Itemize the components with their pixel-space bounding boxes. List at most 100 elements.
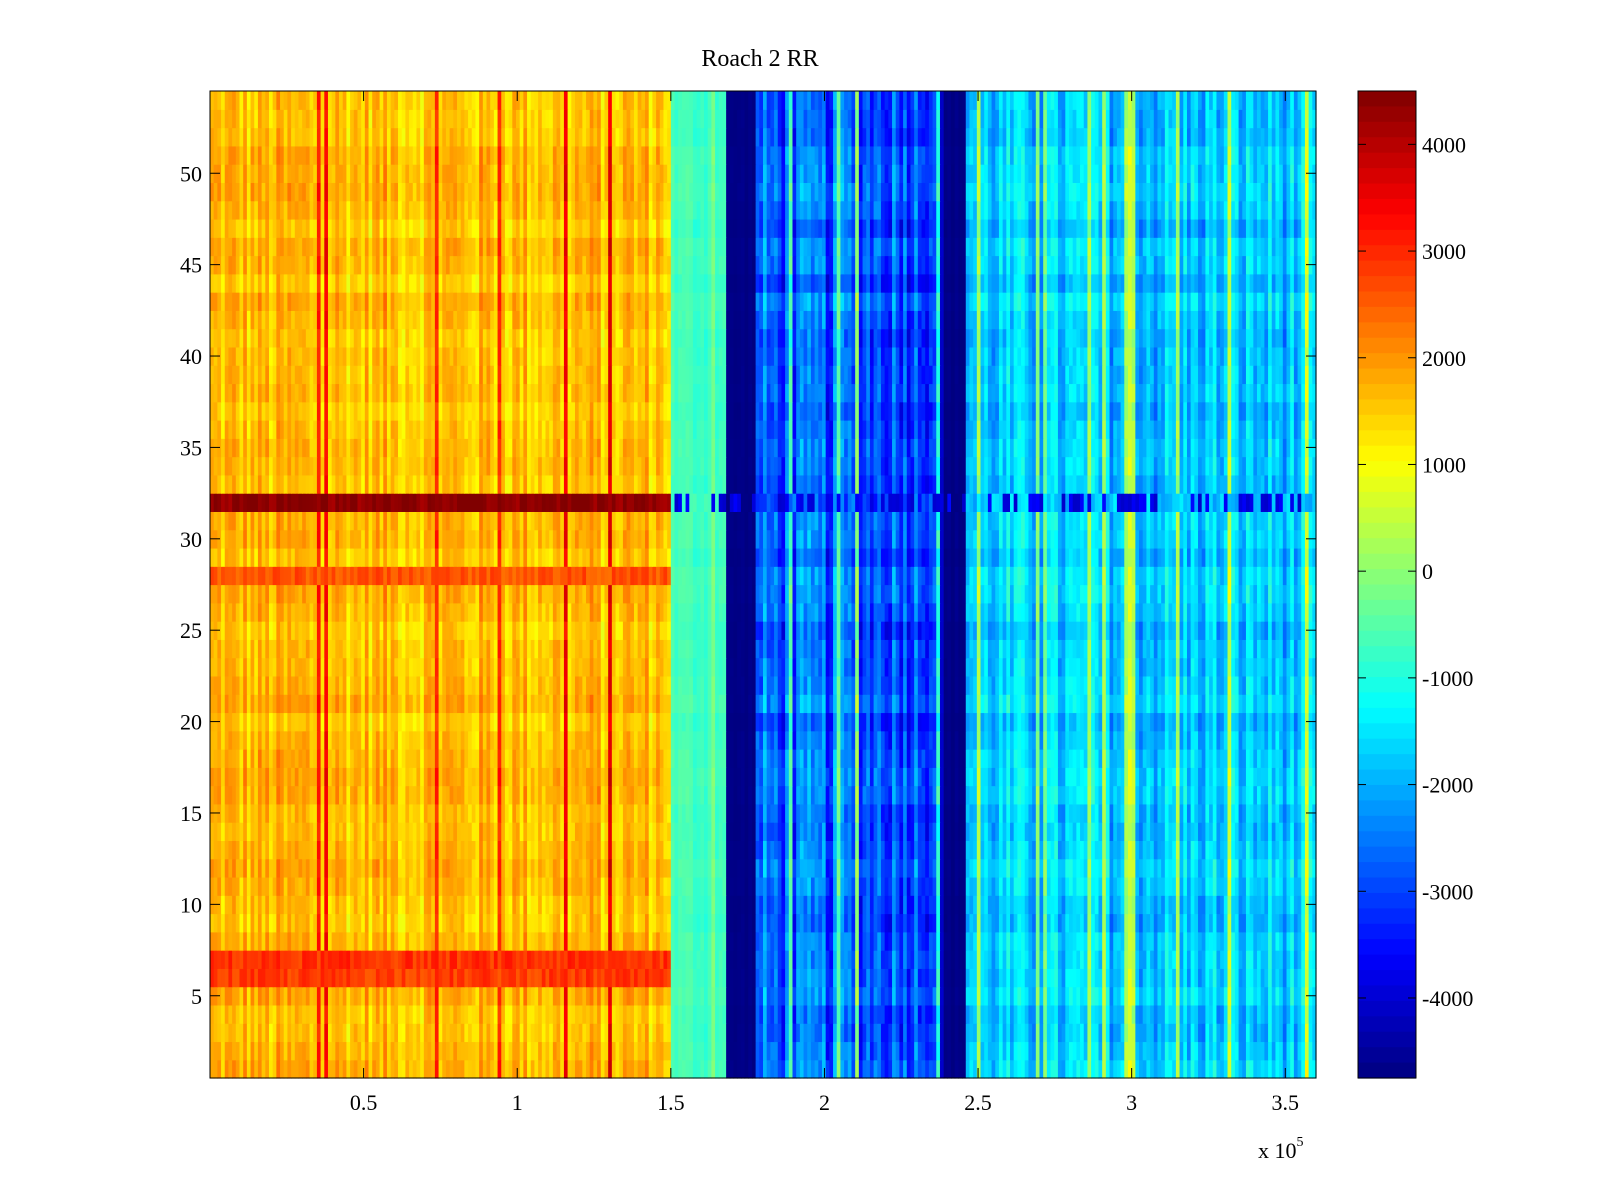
heatmap-cell [257,767,263,787]
heatmap-cell [1028,785,1033,805]
heatmap-cell [305,876,311,896]
heatmap-cell [630,1041,635,1061]
heatmap-cell [257,1059,263,1079]
heatmap-cell [807,968,812,988]
heatmap-cell [810,1023,816,1043]
heatmap-cell [1264,840,1269,860]
heatmap-cell [527,785,532,805]
heatmap-cell [877,895,882,915]
heatmap-cell [530,822,536,841]
heatmap-cell [545,822,550,841]
heatmap-cell [748,876,753,896]
heatmap-cell [700,822,705,841]
heatmap-cell [287,840,292,860]
heatmap-cell [608,1004,613,1024]
heatmap-cell [571,785,576,805]
heatmap-cell [674,950,679,969]
heatmap-cell [1186,986,1192,1006]
heatmap-cell [1139,858,1144,878]
heatmap-cell [1157,858,1162,878]
heatmap-cell [342,876,348,896]
heatmap-cell [434,1004,440,1024]
heatmap-cell [1293,1004,1299,1024]
heatmap-cell [821,785,827,805]
heatmap-cell [833,785,838,805]
heatmap-cell [1080,785,1085,805]
heatmap-cell [291,968,296,988]
heatmap-cell [560,840,565,860]
heatmap-cell [335,895,340,915]
heatmap-cell [294,858,300,878]
heatmap-cell [840,840,845,860]
heatmap-cell [268,1004,274,1024]
heatmap-cell [954,1023,959,1043]
heatmap-cell [1301,986,1306,1006]
heatmap-cell [770,1041,775,1061]
heatmap-cell [438,1023,443,1043]
heatmap-cell [903,767,908,787]
heatmap-cell [291,876,296,896]
heatmap-cell [652,785,657,805]
heatmap-cell [681,767,687,787]
heatmap-cell [1260,931,1265,951]
heatmap-cell [534,986,539,1006]
heatmap-cell [1164,1004,1170,1024]
heatmap-cell [995,968,1000,988]
heatmap-cell [1264,822,1269,841]
heatmap-cell [1198,1059,1203,1079]
heatmap-cell [611,876,617,896]
heatmap-cell [873,913,878,933]
heatmap-cell [552,1004,558,1024]
heatmap-cell [556,767,561,787]
heatmap-cell [670,950,676,969]
heatmap-cell [733,931,738,951]
heatmap-cell [1282,785,1288,805]
heatmap-cell [1301,1041,1306,1061]
heatmap-cell [250,1041,255,1061]
heatmap-cell [265,895,270,915]
heatmap-cell [892,785,897,805]
heatmap-cell [228,1041,233,1061]
heatmap-cell [829,1041,834,1061]
heatmap-cell [1238,1023,1243,1043]
heatmap-cell [973,931,978,951]
heatmap-cell [833,840,838,860]
heatmap-cell [696,785,701,805]
heatmap-cell [873,950,878,969]
heatmap-cell [1209,840,1214,860]
heatmap-cell [445,1004,451,1024]
heatmap-cell [490,913,495,933]
heatmap-cell [862,803,867,823]
heatmap-cell [869,785,875,805]
heatmap-cell [851,840,856,860]
heatmap-cell [1209,1059,1214,1079]
heatmap-cell [232,1059,237,1079]
heatmap-cell [1046,840,1052,860]
heatmap-cell [998,876,1004,896]
heatmap-cell [1057,1041,1063,1061]
heatmap-cell [1113,803,1118,823]
heatmap-cell [622,950,628,969]
heatmap-cell [792,895,797,915]
heatmap-cell [906,803,912,823]
heatmap-cell [552,895,558,915]
heatmap-cell [1238,968,1243,988]
heatmap-cell [689,895,694,915]
heatmap-cell [958,913,963,933]
heatmap-cell [268,1041,274,1061]
heatmap-cell [781,803,786,823]
heatmap-cell [718,785,724,805]
heatmap-cell [228,1059,233,1079]
heatmap-cell [899,895,904,915]
heatmap-cell [1212,876,1218,896]
heatmap-cell [807,986,812,1006]
heatmap-cell [1168,1059,1173,1079]
heatmap-cell [844,1041,849,1061]
heatmap-cell [468,822,473,841]
heatmap-cell [788,785,794,805]
heatmap-cell [869,1059,875,1079]
heatmap-cell [538,1041,543,1061]
heatmap-cell [276,803,281,823]
heatmap-cell [925,840,930,860]
heatmap-cell [1021,785,1026,805]
